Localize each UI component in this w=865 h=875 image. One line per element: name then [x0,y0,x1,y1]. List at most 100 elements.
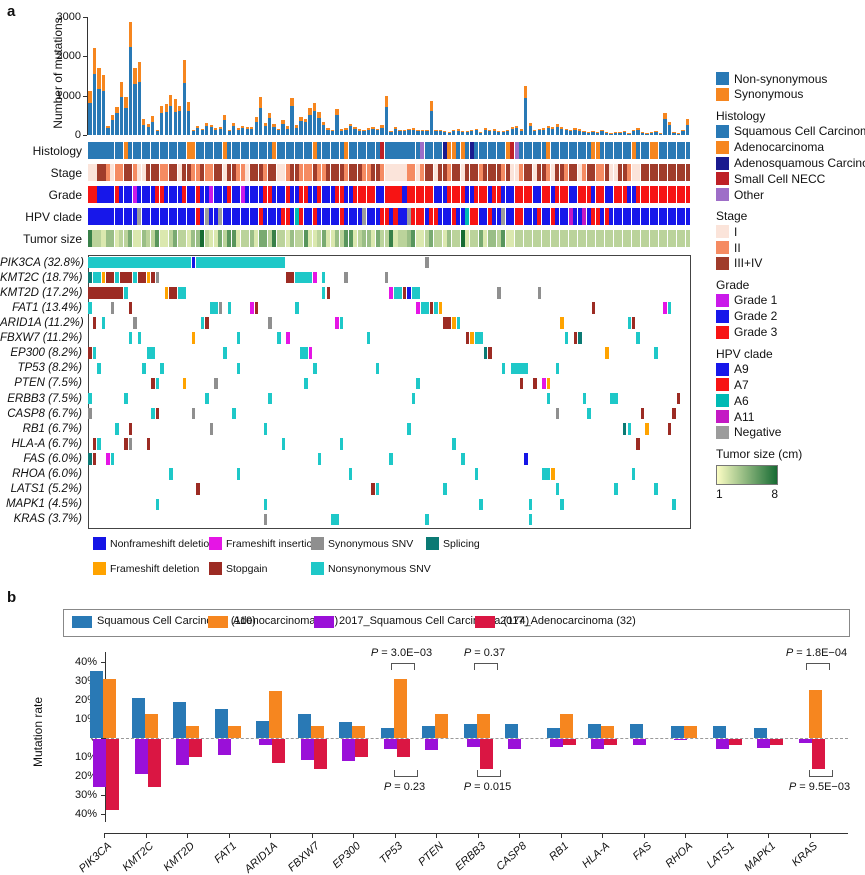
pvalue-bracket [390,663,415,670]
histogram-bar-synonymous [178,105,182,112]
track-cell [474,186,479,203]
histogram-bar-synonymous [402,130,407,132]
histogram-bar-synonymous [393,127,398,130]
histogram-bar-synonymous [187,101,191,111]
legend-swatch [716,72,729,85]
track-cell [555,164,560,181]
histogram-bar-synonymous [443,131,447,133]
track-cell [658,230,663,247]
track-cell [442,230,447,247]
track-cell [303,230,308,247]
track-cell [168,164,173,181]
track-cell [447,186,452,203]
y-tick-label: 20% [74,770,97,782]
legend-item-label: 2017_Adenocarcinoma (32) [500,615,636,627]
track-cell [375,230,380,247]
track-cell [366,186,371,203]
track-cell [564,186,569,203]
histogram-bar-nonsynonymous [577,130,582,135]
oncoprint-cell [488,347,492,359]
track-cell [380,208,385,225]
oncoprint-cell [218,302,223,314]
track-cell [299,208,304,225]
histogram-bar-nonsynonymous [510,129,514,135]
histogram-bar-synonymous [483,128,487,130]
zero-line [106,738,848,739]
histogram-bar-nonsynonymous [321,125,326,135]
mutation-rate-bar [798,739,812,744]
track-cell [218,142,223,159]
mutation-rate-bar [728,739,742,745]
histogram-bar-nonsynonymous [209,127,213,135]
oncoprint-cell [182,377,187,390]
track-cell [389,230,394,247]
histogram-bar-synonymous [236,127,240,130]
track-cell [88,230,93,247]
track-cell [218,230,223,247]
oncoprint-cell [375,483,380,495]
y-tick-label: 0 [74,129,81,141]
histogram-bar-synonymous [631,130,636,132]
oncoprint-cell [528,498,533,511]
histogram-bar-synonymous [245,126,249,129]
legend-item-label: A6 [734,393,749,408]
oncoprint-cell [151,377,155,390]
histogram-bar-nonsynonymous [569,131,573,135]
track-cell [294,142,299,159]
x-tick-mark [643,833,645,838]
track-cell [209,230,214,247]
track-cell [438,230,443,247]
track-cell [568,230,573,247]
histogram-bar-nonsynonymous [537,130,541,135]
track-cell [321,142,326,159]
track-cell [519,230,524,247]
histogram-bar-synonymous [600,130,604,132]
track-cell [622,164,627,181]
track-cell [595,142,600,159]
oncoprint-cell [209,302,218,314]
track-cell [150,230,155,247]
track-cell [573,186,578,203]
track-cell [631,142,636,159]
legend-item-label: Adenocarcinoma (16) [233,615,339,627]
track-cell [519,142,524,159]
track-cell [245,186,250,203]
gene-label: LATS1 (5.2%) [10,483,82,496]
track-cell [645,142,650,159]
oncoprint-cell [133,317,137,329]
legend-swatch [475,616,495,628]
histogram-bar-nonsynonymous [146,127,150,135]
legend-item-label: III+IV [734,256,763,271]
histogram-bar-nonsynonymous [196,128,200,135]
histogram-bar-nonsynonymous [119,97,124,135]
histogram-bar-synonymous [119,82,124,98]
legend-swatch [209,562,222,575]
histogram-bar-synonymous [263,122,267,127]
track-cell [672,230,677,247]
track-cell [258,230,263,247]
track-cell [254,208,259,225]
histogram-bar-nonsynonymous [676,133,681,135]
mutation-rate-bar [715,739,729,749]
track-cell [658,164,663,181]
histogram-bar-synonymous [515,125,519,128]
track-cell [568,164,573,181]
oncoprint-cell [322,271,326,284]
track-cell [105,142,110,159]
track-cell [600,208,605,225]
histogram-bar-nonsynonymous [474,130,478,135]
histogram-bar-synonymous [173,99,177,113]
mutation-rate-bar [546,727,560,738]
histogram-bar-synonymous [465,131,469,133]
oncoprint-cell [128,332,133,344]
oncoprint-cell [106,271,115,284]
mutation-rate-bar [671,725,684,738]
track-cell [236,142,241,159]
legend-swatch [716,362,729,376]
track-cell [514,230,519,247]
track-cell [371,186,376,203]
histogram-bar-synonymous [88,90,92,103]
track-cell [600,186,605,203]
gene-label: FAT1 (13.4%) [12,301,82,314]
